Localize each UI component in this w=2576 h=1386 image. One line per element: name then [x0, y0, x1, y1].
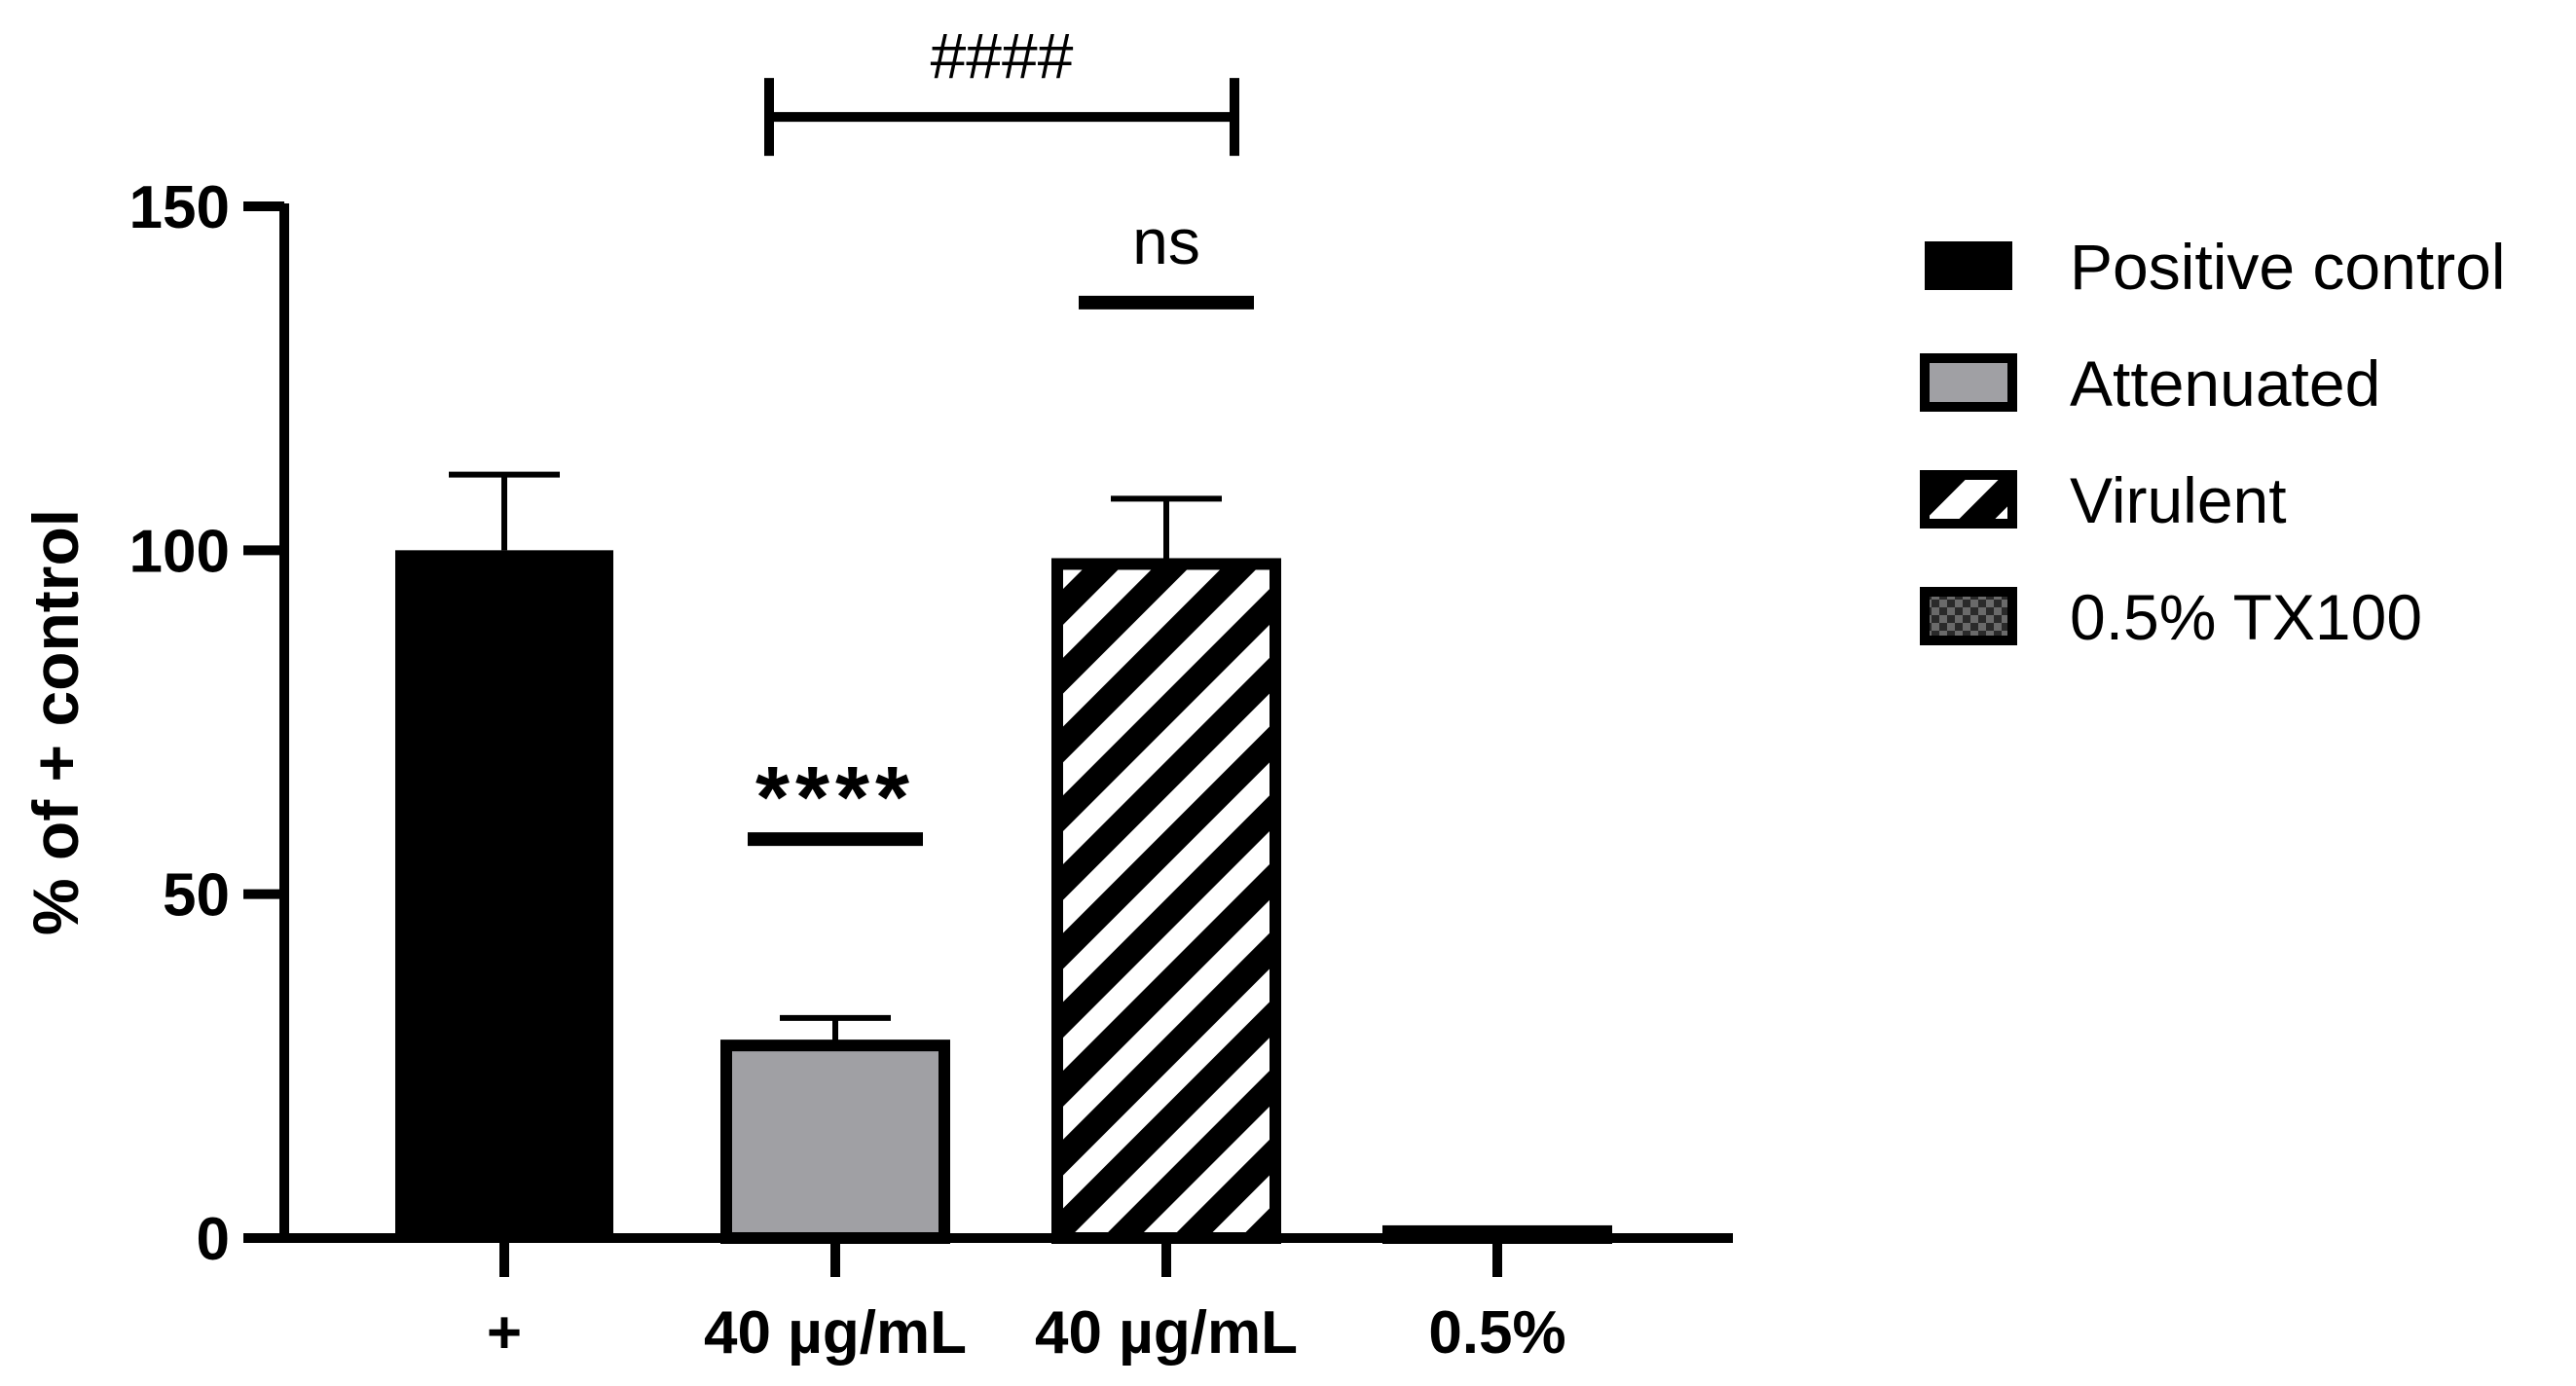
bar-0-5-tx100 [1382, 1224, 1612, 1245]
significance-label: **** [755, 749, 915, 847]
significance-annotations: **** ns #### [748, 19, 1254, 847]
y-tick-label: 50 [163, 862, 230, 930]
bar-virulent [1051, 558, 1281, 1244]
legend-label: 0.5% TX100 [2070, 581, 2422, 653]
y-tick-label: 100 [129, 518, 230, 585]
x-tick-label: 0.5% [1428, 1299, 1565, 1367]
axes: 0 50 100 150 % of + control + 40 µg/mL 40 µg/mL… [19, 174, 1733, 1367]
legend-swatch [1920, 587, 2017, 645]
legend: Positive control Attenuated Virulent 0.5% T… [1920, 231, 2506, 653]
x-tick-label: 40 µg/mL [1035, 1299, 1298, 1367]
bars [395, 471, 1612, 1245]
legend-swatch [1920, 353, 2017, 412]
y-axis-label: % of + control [19, 509, 92, 935]
y-tick-label: 150 [129, 174, 230, 241]
x-tick-label: + [487, 1299, 522, 1367]
y-tick-label: 0 [197, 1206, 230, 1273]
legend-label: Virulent [2070, 464, 2287, 536]
legend-label: Positive control [2070, 231, 2506, 303]
bar-positive-control [395, 550, 613, 1238]
x-tick-label: 40 µg/mL [704, 1299, 967, 1367]
legend-swatch [1925, 241, 2012, 290]
bar-attenuated [720, 1040, 950, 1244]
comparison-label: #### [931, 19, 1074, 91]
significance-label: ns [1132, 205, 1200, 277]
legend-label: Attenuated [2070, 347, 2380, 419]
legend-swatch [1920, 470, 2017, 529]
